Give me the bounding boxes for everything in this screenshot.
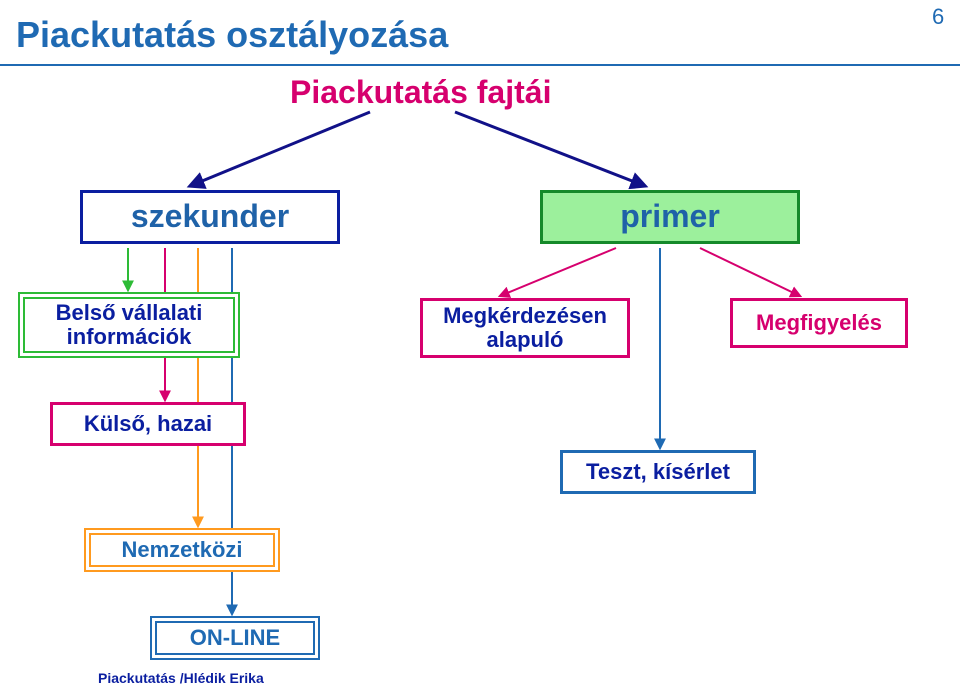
box-megfigyeles: Megfigyelés — [730, 298, 908, 348]
page-title: Piackutatás osztályozása — [16, 14, 448, 56]
subtitle: Piackutatás fajtái — [290, 74, 551, 111]
page-number: 6 — [932, 4, 944, 30]
box-kulso: Külső, hazai — [50, 402, 246, 446]
footer-text: Piackutatás /Hlédik Erika — [98, 670, 264, 686]
box-belso: Belső vállalati információk — [18, 292, 240, 358]
box-nemzetkozi: Nemzetközi — [84, 528, 280, 572]
title-underline — [0, 64, 960, 66]
box-teszt: Teszt, kísérlet — [560, 450, 756, 494]
slide: { "pageNumber": { "text": "6", "x": 932,… — [0, 0, 960, 691]
box-primer: primer — [540, 190, 800, 244]
box-szekunder: szekunder — [80, 190, 340, 244]
box-megkerdezesen: Megkérdezésen alapuló — [420, 298, 630, 358]
box-online: ON-LINE — [150, 616, 320, 660]
